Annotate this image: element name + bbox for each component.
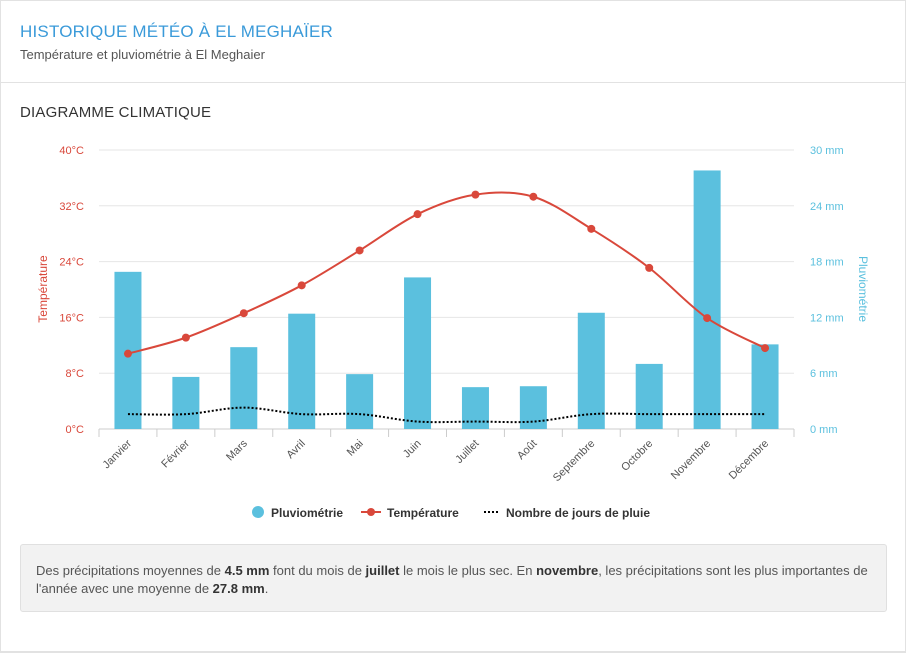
temperature-point bbox=[413, 210, 422, 219]
rain-days-line bbox=[127, 406, 766, 424]
right-tick-label: 0 mm bbox=[810, 424, 838, 436]
x-tick-label: Juillet bbox=[453, 438, 481, 466]
right-tick-label: 18 mm bbox=[810, 257, 844, 269]
x-tick-label: Octobre bbox=[619, 438, 655, 474]
legend-temperature-label[interactable]: Température bbox=[387, 506, 459, 520]
temperature-point bbox=[703, 314, 712, 323]
left-tick-label: 8°C bbox=[66, 368, 85, 380]
precipitation-bar bbox=[751, 344, 779, 429]
temperature-points bbox=[123, 190, 770, 358]
precipitation-bars bbox=[114, 170, 779, 429]
precipitation-bar bbox=[635, 363, 663, 429]
x-tick-label: Août bbox=[515, 438, 539, 462]
temperature-point bbox=[645, 263, 654, 272]
chart-legend: Pluviométrie Température Nombre de jours… bbox=[252, 506, 650, 520]
climate-chart: 0°C 8°C 16°C 24°C 32°C 40°C 0 mm 6 mm 12 mm 18 m… bbox=[36, 145, 870, 520]
summary-driest-month: juillet bbox=[365, 563, 400, 578]
x-tick-label: Avril bbox=[284, 438, 307, 461]
x-tick-label: Septembre bbox=[551, 438, 598, 485]
x-axis-ticks: Janvier Février Mars Avril Mai Juin Juillet Aoû… bbox=[98, 429, 795, 485]
page-header: HISTORIQUE MÉTÉO À EL MEGHAÏER Températu… bbox=[1, 1, 905, 83]
summary-box: Des précipitations moyennes de 4.5 mm fo… bbox=[20, 544, 887, 612]
temperature-point bbox=[123, 349, 132, 358]
x-tick-label: Mars bbox=[224, 437, 250, 463]
precipitation-bar bbox=[288, 313, 316, 429]
summary-text-3: le mois le plus sec. En bbox=[399, 563, 537, 578]
summary-text-5: . bbox=[264, 581, 269, 596]
precipitation-bar bbox=[461, 387, 489, 429]
left-axis-ticks: 0°C 8°C 16°C 24°C 32°C 40°C bbox=[59, 145, 84, 436]
x-tick-label: Juin bbox=[401, 438, 424, 461]
temperature-point bbox=[297, 281, 306, 290]
temperature-point bbox=[761, 344, 770, 353]
chart-grid bbox=[99, 149, 794, 430]
right-axis-ticks: 0 mm 6 mm 12 mm 18 mm 24 mm 30 mm bbox=[810, 145, 844, 436]
right-tick-label: 30 mm bbox=[810, 145, 844, 157]
precipitation-bar bbox=[230, 347, 258, 429]
x-tick-label: Février bbox=[159, 437, 192, 470]
legend-temperature-symbol[interactable] bbox=[367, 508, 375, 516]
left-tick-label: 24°C bbox=[59, 257, 84, 269]
left-tick-label: 40°C bbox=[59, 145, 84, 157]
summary-text-1: Des précipitations moyennes de bbox=[36, 563, 225, 578]
x-tick-label: Janvier bbox=[101, 437, 135, 471]
left-axis-label: Température bbox=[36, 255, 50, 323]
left-tick-label: 16°C bbox=[59, 312, 84, 324]
legend-precipitation-label[interactable]: Pluviométrie bbox=[271, 506, 343, 520]
temperature-point bbox=[355, 246, 364, 255]
summary-driest-value: 4.5 mm bbox=[224, 563, 270, 578]
x-tick-label: Mai bbox=[345, 438, 366, 459]
temperature-point bbox=[587, 224, 596, 233]
precipitation-bar bbox=[172, 376, 200, 429]
x-tick-label: Décembre bbox=[727, 438, 771, 482]
right-tick-label: 12 mm bbox=[810, 312, 844, 324]
temperature-point bbox=[239, 309, 248, 318]
right-tick-label: 6 mm bbox=[810, 368, 838, 380]
bottom-divider bbox=[1, 651, 905, 652]
page-title: HISTORIQUE MÉTÉO À EL MEGHAÏER bbox=[20, 22, 333, 41]
precipitation-bar bbox=[693, 170, 721, 429]
legend-rain-days-label[interactable]: Nombre de jours de pluie bbox=[506, 506, 650, 520]
precipitation-bar bbox=[404, 277, 432, 429]
temperature-point bbox=[529, 192, 538, 201]
summary-wettest-month: novembre bbox=[536, 563, 599, 578]
temperature-point bbox=[471, 190, 480, 199]
precipitation-bar bbox=[346, 374, 374, 429]
legend-precipitation-symbol[interactable] bbox=[252, 506, 264, 518]
summary-text-4: , les précipitations sont les plus impor… bbox=[36, 563, 868, 596]
page-subtitle: Température et pluviométrie à El Meghaie… bbox=[20, 47, 265, 62]
right-axis-label: Pluviométrie bbox=[856, 256, 870, 322]
x-tick-label: Novembre bbox=[669, 438, 713, 482]
left-tick-label: 0°C bbox=[66, 424, 85, 436]
temperature-point bbox=[181, 333, 190, 342]
summary-wettest-value: 27.8 mm bbox=[212, 581, 265, 596]
right-tick-label: 24 mm bbox=[810, 201, 844, 213]
precipitation-bar bbox=[577, 312, 605, 429]
temperature-line bbox=[127, 191, 766, 355]
left-tick-label: 32°C bbox=[59, 201, 84, 213]
summary-text-2: font du mois de bbox=[269, 563, 366, 578]
section-title: DIAGRAMME CLIMATIQUE bbox=[20, 104, 212, 121]
